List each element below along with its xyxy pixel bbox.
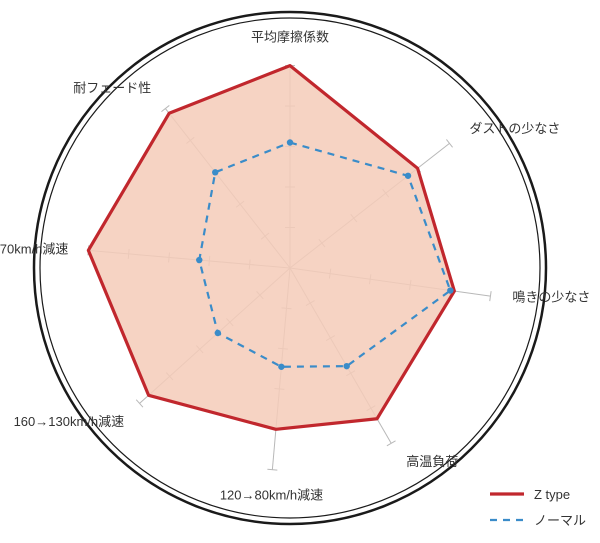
axis-label: 120→80km/h減速	[220, 488, 323, 503]
series-marker	[196, 257, 202, 263]
series-marker	[447, 287, 453, 293]
series-marker	[343, 363, 349, 369]
axis-label: 平均摩擦係数	[251, 30, 329, 45]
axis-label: 160→130km/h減速	[14, 414, 125, 429]
series-marker	[287, 139, 293, 145]
axis-label: 200→170km/h減速	[0, 241, 68, 256]
series-marker	[405, 173, 411, 179]
axis-label: ダストの少なさ	[469, 121, 560, 136]
legend-label: ノーマル	[534, 513, 586, 528]
legend-label: Z type	[534, 487, 570, 502]
series-marker	[215, 330, 221, 336]
axis-label: 高温負荷	[406, 454, 458, 469]
series-marker	[212, 169, 218, 175]
axis-label: 鳴きの少なさ	[512, 290, 590, 305]
axis-label: 耐フェード性	[73, 81, 151, 96]
series-Z type	[88, 66, 454, 430]
series-marker	[278, 364, 284, 370]
